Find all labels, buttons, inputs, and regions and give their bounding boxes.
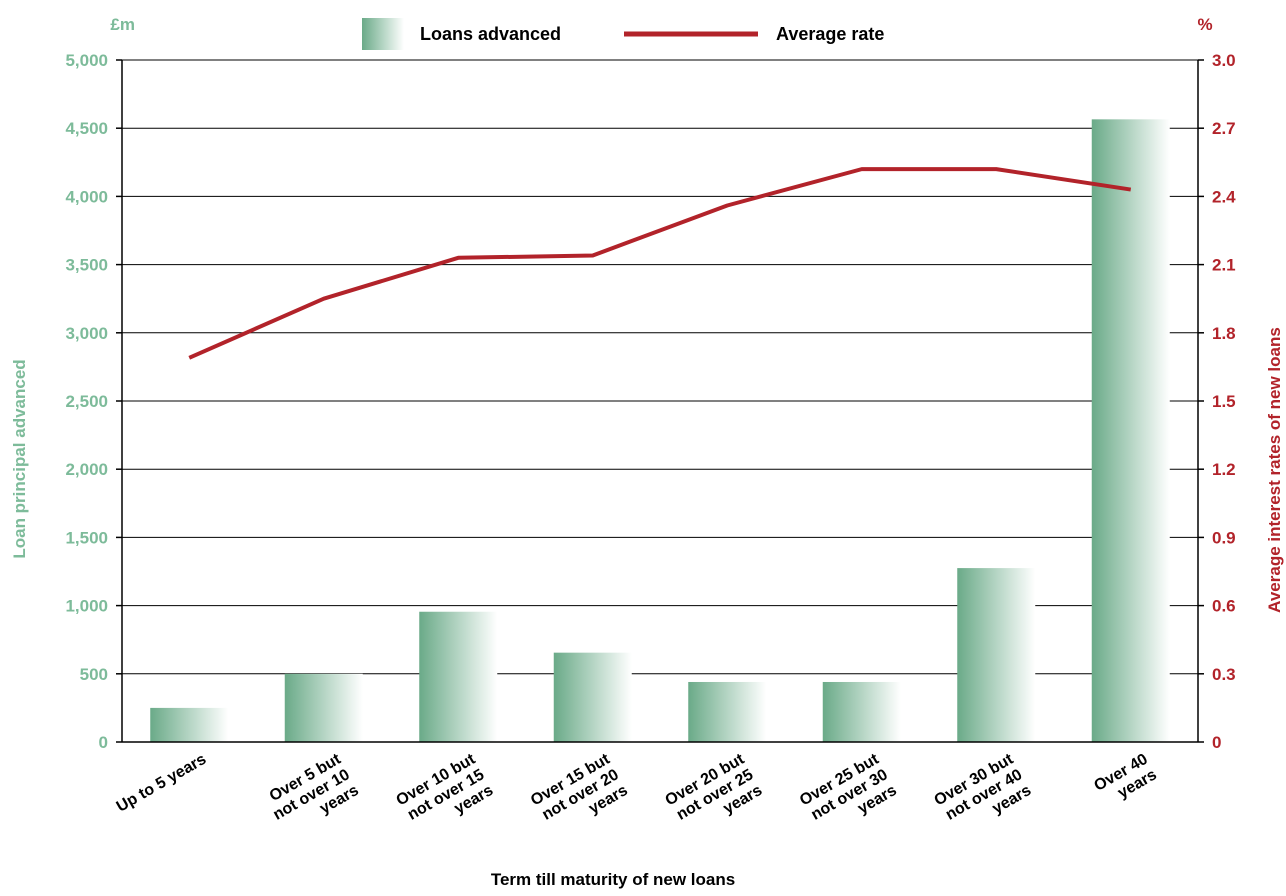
- right-tick-label: 1.8: [1212, 324, 1236, 343]
- right-axis-title: Average interest rates of new loans: [1265, 327, 1284, 613]
- right-tick-label: 2.7: [1212, 119, 1236, 138]
- category-label: Over 10 butnot over 15years: [394, 750, 497, 840]
- bar-loans-advanced: [957, 568, 1036, 742]
- category-label: Over 5 butnot over 10years: [261, 750, 362, 839]
- right-tick-label: 3.0: [1212, 51, 1236, 70]
- bars: [150, 119, 1170, 743]
- left-unit-label: £m: [110, 15, 135, 34]
- tick-labels: 0 0 500 0.3 1,000 0.6 1,500 0.9 2,000 1.2 2,500 1.5…: [65, 51, 1236, 840]
- right-tick-label: 0.3: [1212, 665, 1236, 684]
- bar-loans-advanced: [553, 652, 632, 742]
- category-label: Over 15 butnot over 20years: [528, 750, 631, 840]
- left-tick-label: 3,000: [65, 324, 108, 343]
- right-tick-label: 0.6: [1212, 597, 1236, 616]
- x-axis-title: Term till maturity of new loans: [491, 870, 735, 889]
- left-tick-label: 3,500: [65, 256, 108, 275]
- left-tick-label: 5,000: [65, 51, 108, 70]
- gridlines: [122, 59, 1198, 675]
- category-label: Over 40years: [1091, 751, 1159, 811]
- bar-loans-advanced: [688, 681, 767, 742]
- left-tick-label: 0: [99, 733, 108, 752]
- bar-loans-advanced: [419, 611, 498, 742]
- category-label: Up to 5 years: [114, 751, 210, 816]
- right-tick-label: 2.1: [1212, 256, 1236, 275]
- axes: [116, 59, 1204, 743]
- category-label: Over 20 butnot over 25years: [663, 750, 766, 840]
- left-tick-label: 1,000: [65, 597, 108, 616]
- right-tick-label: 1.2: [1212, 460, 1236, 479]
- left-tick-label: 2,000: [65, 460, 108, 479]
- right-tick-label: 2.4: [1212, 187, 1236, 206]
- left-tick-label: 2,500: [65, 392, 108, 411]
- right-tick-label: 0: [1212, 733, 1221, 752]
- rate-line: [188, 167, 1132, 360]
- legend-bar-label: Loans advanced: [420, 24, 561, 44]
- category-label: Over 25 butnot over 30years: [797, 750, 900, 840]
- legend: Loans advanced Average rate: [362, 18, 884, 50]
- left-tick-label: 4,500: [65, 119, 108, 138]
- left-tick-label: 1,500: [65, 528, 108, 547]
- bar-loans-advanced: [284, 673, 363, 742]
- left-tick-label: 4,000: [65, 187, 108, 206]
- right-unit-label: %: [1197, 15, 1212, 34]
- bar-loans-advanced: [1091, 119, 1170, 743]
- right-tick-label: 0.9: [1212, 528, 1236, 547]
- legend-bar-swatch: [362, 18, 404, 50]
- left-axis-title: Loan principal advanced: [10, 359, 29, 558]
- right-tick-label: 1.5: [1212, 392, 1236, 411]
- left-tick-label: 500: [80, 665, 108, 684]
- line-average-rate: [188, 167, 1132, 360]
- category-label: Over 30 butnot over 40years: [932, 750, 1035, 840]
- legend-line-label: Average rate: [776, 24, 884, 44]
- bar-loans-advanced: [150, 707, 229, 742]
- bar-loans-advanced: [822, 681, 901, 742]
